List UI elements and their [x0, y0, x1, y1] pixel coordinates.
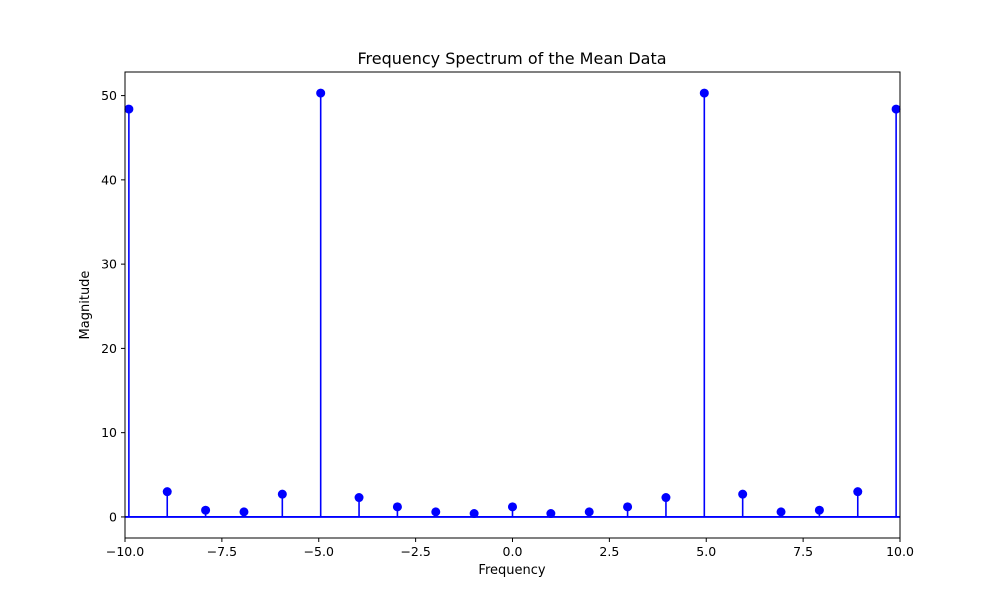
x-tick-label: 0.0	[503, 544, 523, 559]
stem-marker	[776, 507, 786, 517]
stem-marker	[814, 505, 824, 515]
stem-marker	[162, 487, 172, 497]
stem-marker	[508, 502, 517, 512]
stem-marker	[201, 505, 211, 515]
stem-marker	[738, 489, 748, 499]
stem-marker	[431, 507, 441, 517]
y-tick-label: 50	[101, 88, 117, 103]
x-tick-label: 5.0	[696, 544, 716, 559]
stem-marker	[239, 507, 249, 517]
stem-marker	[853, 487, 863, 497]
plot-frame	[124, 71, 901, 539]
y-tick-label: 10	[101, 425, 117, 440]
stem-marker	[354, 493, 364, 503]
x-tick-label: 2.5	[599, 544, 619, 559]
y-axis-label: Magnitude	[78, 271, 93, 340]
y-tick-label: 20	[101, 341, 117, 356]
y-tick-label: 30	[101, 257, 117, 272]
x-tick-label: −10.0	[106, 544, 144, 559]
x-tick-label: −2.5	[400, 544, 430, 559]
stem-marker	[623, 502, 633, 512]
plot-area: −10.0 −7.5 −5.0 −2.5 0.0 2.5 5.0 7.5 10.0 0 10 20 30…	[101, 71, 914, 559]
stem-marker	[661, 493, 671, 503]
stem-marker	[124, 104, 134, 114]
stem-marker	[277, 489, 287, 499]
stem-marker	[891, 104, 901, 114]
stem-marker	[699, 88, 709, 98]
x-tick-label: −5.0	[304, 544, 334, 559]
stem-marker	[316, 88, 326, 98]
stem-marker	[392, 502, 402, 512]
chart-title: Frequency Spectrum of the Mean Data	[357, 49, 666, 68]
stem-marker	[469, 509, 479, 519]
x-axis-label: Frequency	[478, 563, 545, 578]
stem-marker	[584, 507, 594, 517]
y-tick-label: 0	[109, 509, 117, 524]
stem-marker	[546, 509, 556, 519]
x-tick-label: −7.5	[207, 544, 237, 559]
x-tick-label: 7.5	[793, 544, 813, 559]
x-tick-label: 10.0	[886, 544, 914, 559]
y-tick-label: 40	[101, 172, 117, 187]
